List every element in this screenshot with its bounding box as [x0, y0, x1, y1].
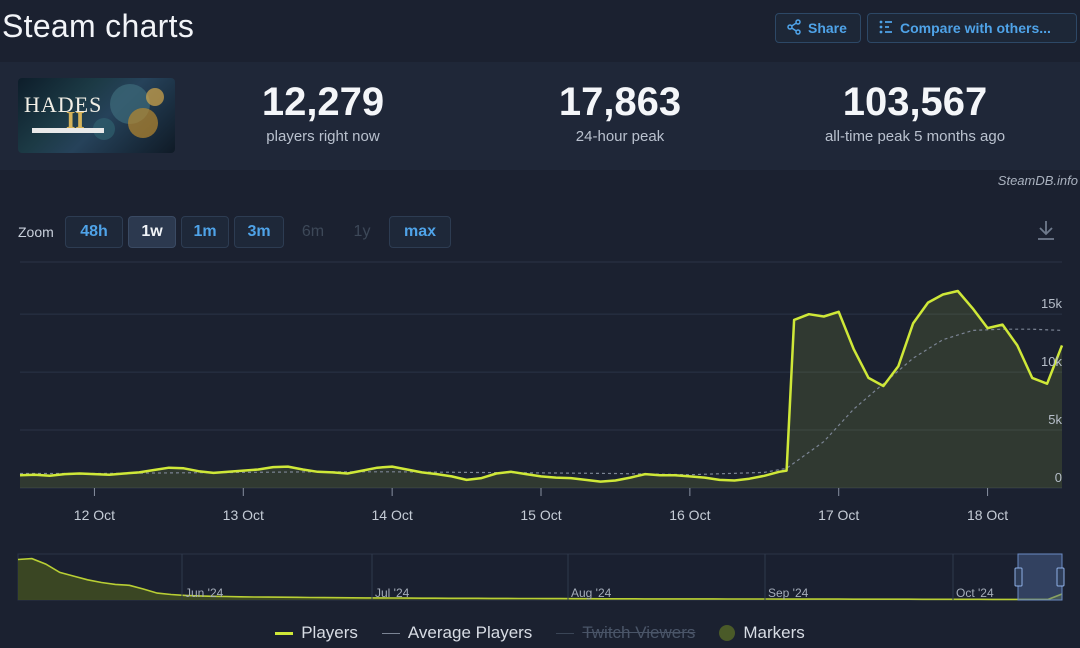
players-line — [19, 289, 1064, 483]
x-tick-label: 17 Oct — [818, 507, 859, 523]
navigator-selected-range — [1017, 553, 1063, 601]
zoom-6m-button: 6m — [301, 223, 325, 240]
y-tick-label: 0 — [1055, 470, 1062, 485]
legend-swatch — [556, 632, 575, 634]
legend-label: Players — [301, 623, 358, 642]
players-series — [19, 289, 1064, 483]
share-label: Share — [808, 20, 847, 36]
legend-label: Twitch Viewers — [582, 623, 696, 642]
navigator-area — [18, 558, 1062, 600]
zoom-3m-button[interactable]: 3m — [234, 216, 284, 248]
range-navigator: Jun '24 Jul '24 Aug '24 Sep '24 Oct '24 — [17, 553, 1065, 601]
stat-24h-peak: 17,863 24-hour peak — [525, 80, 715, 145]
legend-item-average-players[interactable]: Average Players — [381, 618, 533, 648]
navigator-tick-label: Sep '24 — [768, 586, 809, 600]
navigator-tick-label: Jul '24 — [375, 586, 410, 600]
average-players-series — [20, 328, 1063, 476]
x-tick-label: 13 Oct — [223, 507, 264, 523]
legend-item-players[interactable]: Players — [275, 618, 358, 648]
legend-item-markers[interactable]: Markers — [719, 618, 805, 648]
navigator-handle — [1014, 567, 1023, 587]
legend-swatch — [381, 632, 400, 634]
stat-label: all-time peak 5 months ago — [824, 128, 1006, 145]
compare-button[interactable]: Compare with others... — [867, 13, 1077, 43]
zoom-label: Zoom — [18, 224, 54, 240]
stat-all-time-peak: 103,567 all-time peak 5 months ago — [790, 80, 1040, 145]
y-axis-ticks: 0 5k 10k 15k — [1041, 296, 1062, 485]
y-tick-label: 5k — [1048, 412, 1062, 427]
players-area-fill — [20, 291, 1062, 488]
game-thumbnail[interactable]: HADES II — [18, 78, 175, 153]
game-logo-bar — [32, 128, 104, 133]
zoom-max-button[interactable]: max — [389, 216, 451, 248]
navigator-tick-label: Jun '24 — [185, 586, 224, 600]
game-logo-numeral: II — [66, 108, 85, 134]
x-tick-label: 16 Oct — [669, 507, 710, 523]
navigator-background — [17, 553, 1063, 601]
navigator-line — [17, 557, 1063, 601]
x-axis-ticks: 12 Oct 13 Oct 14 Oct 15 Oct 16 Oct 17 Oct 18 O… — [74, 488, 1008, 523]
y-tick-label: 15k — [1041, 296, 1062, 311]
x-tick-label: 18 Oct — [967, 507, 1008, 523]
legend-label: Markers — [743, 623, 805, 642]
x-tick-label: 14 Oct — [372, 507, 413, 523]
stat-label: 24-hour peak — [575, 128, 665, 145]
zoom-1y-button: 1y — [353, 223, 371, 240]
page-title: Steam charts — [2, 8, 195, 44]
compare-icon — [878, 19, 894, 38]
average-players-line — [20, 328, 1063, 476]
legend-marker-dot — [719, 625, 736, 641]
chart-legend: Players Average Players Twitch Viewers M… — [0, 618, 1080, 648]
x-tick-label: 15 Oct — [520, 507, 561, 523]
stats-panel: HADES II 12,279 players right now 17,863… — [0, 62, 1080, 170]
legend-label: Average Players — [407, 623, 533, 642]
navigator-handle — [1056, 567, 1065, 587]
share-button[interactable]: Share — [775, 13, 861, 43]
legend-swatch — [275, 631, 294, 635]
x-tick-label: 12 Oct — [74, 507, 115, 523]
stat-value: 12,279 — [261, 80, 385, 124]
zoom-1w-button[interactable]: 1w — [128, 216, 176, 248]
navigator-tick-label: Aug '24 — [571, 586, 612, 600]
compare-label: Compare with others... — [900, 20, 1051, 36]
navigator-tick-label: Oct '24 — [956, 586, 994, 600]
stat-label: players right now — [266, 128, 380, 145]
zoom-1m-button[interactable]: 1m — [181, 216, 229, 248]
stat-value: 103,567 — [842, 80, 988, 124]
zoom-48h-button[interactable]: 48h — [65, 216, 123, 248]
source-credit[interactable]: SteamDB.info — [997, 173, 1078, 188]
game-logo-text: HADES — [24, 92, 103, 117]
stat-current-players: 12,279 players right now — [228, 80, 418, 145]
download-icon[interactable] — [1034, 218, 1058, 247]
share-icon — [786, 18, 802, 38]
players-area — [20, 291, 1062, 488]
legend-item-twitch-viewers[interactable]: Twitch Viewers — [556, 618, 695, 648]
y-tick-label: 10k — [1041, 354, 1062, 369]
stat-value: 17,863 — [558, 80, 682, 124]
